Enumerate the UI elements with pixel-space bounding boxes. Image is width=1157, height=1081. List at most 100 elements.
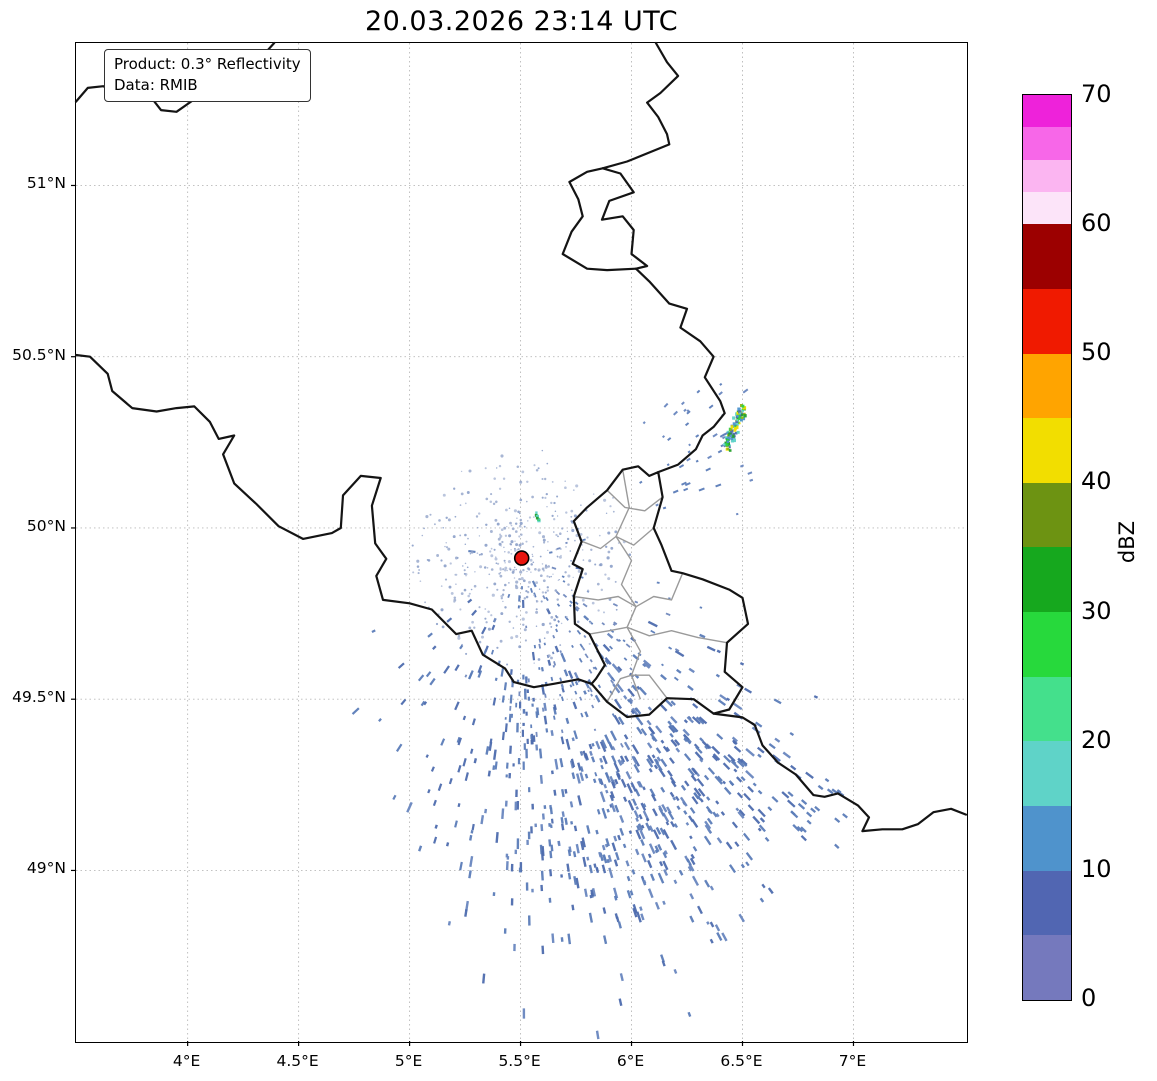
radar-speckle (442, 493, 446, 497)
radar-echo (666, 806, 672, 814)
radar-echo (513, 943, 516, 952)
map-frame: Product: 0.3° Reflectivity Data: RMIB (71, 41, 968, 1046)
radar-speckle (567, 574, 571, 578)
radar-echo (561, 823, 565, 831)
radar-echo (731, 821, 738, 829)
radar-speckle (467, 537, 469, 540)
radar-echo (723, 786, 732, 795)
radar-echo (551, 933, 555, 944)
radar-echo (740, 776, 746, 782)
radar-echo (782, 751, 791, 759)
radar-echo (810, 807, 817, 814)
radar-echo (800, 826, 807, 833)
radar-speckle (518, 543, 522, 547)
radar-speckle (535, 581, 539, 585)
radar-speckle (544, 565, 548, 569)
radar-speckle (470, 588, 473, 591)
radar-echo (789, 731, 795, 737)
radar-echo (427, 632, 433, 638)
radar-speckle (499, 536, 502, 540)
radar-speckle (509, 543, 513, 546)
radar-echo (728, 780, 735, 786)
radar-echo (617, 834, 622, 841)
radar-echo (636, 726, 643, 735)
radar-echo (608, 867, 614, 879)
radar-echo (469, 834, 473, 841)
radar-echo-cell (742, 406, 747, 410)
radar-echo (738, 809, 746, 817)
radar-echo (716, 733, 724, 740)
radar-speckle (504, 583, 507, 587)
radar-echo (721, 435, 726, 440)
radar-echo (704, 879, 711, 888)
radar-echo (454, 701, 460, 711)
radar-echo-cell (728, 432, 732, 437)
radar-echo (642, 421, 646, 425)
radar-echo (719, 382, 723, 386)
radar-speckle (449, 562, 452, 565)
radar-echo (646, 719, 652, 726)
lon-tick-label: 4°E (172, 1052, 201, 1070)
colorbar-tick-label: 70 (1081, 80, 1112, 108)
radar-echo (652, 808, 658, 817)
radar-echo (529, 587, 534, 593)
radar-echo (668, 725, 676, 734)
radar-echo (642, 803, 647, 808)
radar-echo (757, 808, 766, 818)
radar-echo (459, 861, 463, 871)
radar-speckle (504, 534, 508, 537)
radar-echo (663, 869, 669, 877)
radar-echo (648, 843, 656, 855)
radar-echo-cell (736, 411, 740, 416)
radar-echo (527, 678, 530, 683)
radar-echo (505, 861, 509, 871)
radar-echo (482, 973, 486, 984)
radar-echo (646, 758, 654, 768)
radar-echo (622, 639, 626, 643)
colorbar-band (1023, 224, 1071, 289)
radar-echo-cell (741, 408, 744, 412)
radar-echo (639, 480, 643, 484)
district-border-line (606, 674, 668, 703)
radar-echo-cell (738, 410, 742, 414)
radar-speckle (542, 538, 546, 542)
radar-echo-cell (726, 440, 730, 443)
radar-echo (574, 601, 579, 605)
radar-echo (464, 674, 468, 678)
radar-echo (706, 796, 711, 801)
radar-speckle (550, 575, 552, 578)
radar-speckle (498, 542, 502, 546)
radar-speckle (566, 530, 569, 533)
radar-echo (664, 698, 673, 708)
radar-echo (567, 670, 574, 680)
radar-speckle (535, 610, 539, 614)
radar-echo (541, 846, 545, 857)
radar-speckle (499, 533, 502, 536)
radar-echo (594, 772, 598, 777)
radar-echo (565, 738, 571, 750)
radar-speckle (502, 588, 505, 592)
radar-echo (693, 787, 702, 797)
radar-speckle (465, 575, 467, 577)
radar-speckle (546, 586, 549, 589)
radar-speckle (607, 550, 611, 554)
radar-speckle (445, 516, 448, 519)
radar-speckle (594, 563, 597, 566)
radar-echo (501, 731, 505, 741)
radar-speckle (564, 571, 567, 574)
radar-echo (559, 677, 563, 682)
radar-echo (582, 538, 586, 542)
radar-echo (531, 803, 535, 810)
radar-echo (485, 746, 490, 755)
radar-echo (685, 821, 690, 826)
radar-speckle (496, 562, 500, 565)
radar-speckle (496, 588, 499, 591)
radar-echo (532, 697, 535, 702)
radar-speckle (561, 527, 564, 530)
radar-echo (443, 665, 450, 674)
radar-speckle (419, 580, 422, 583)
radar-echo (560, 816, 564, 824)
radar-speckle (416, 559, 420, 563)
radar-echo (594, 666, 598, 671)
radar-speckle (464, 533, 467, 537)
